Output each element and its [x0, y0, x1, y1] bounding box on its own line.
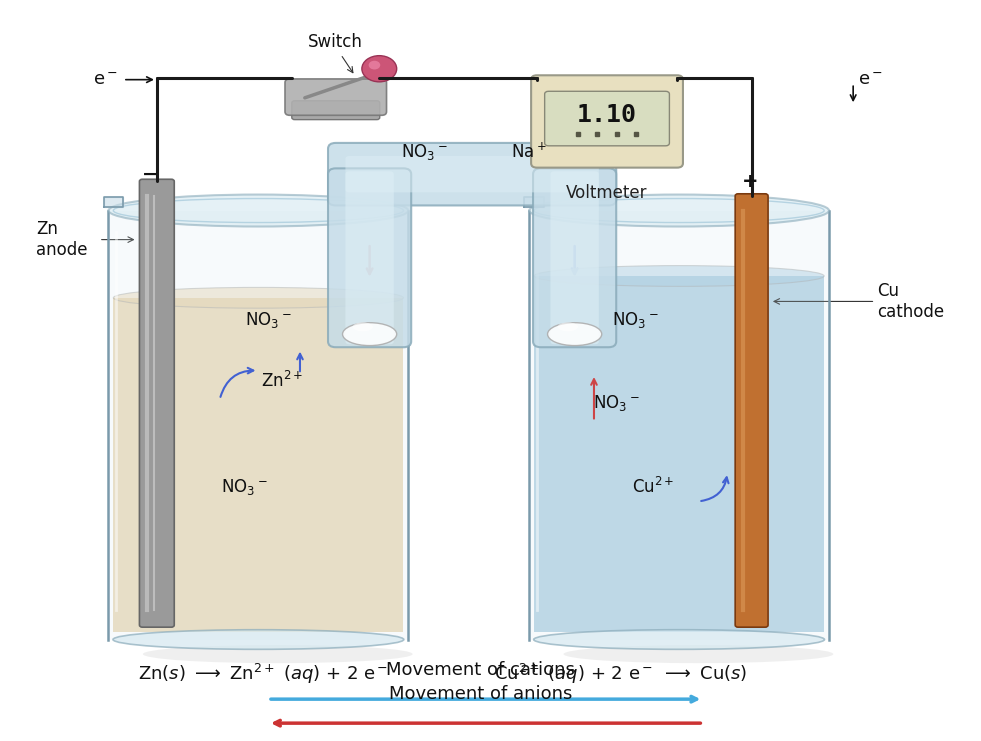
FancyBboxPatch shape: [345, 156, 598, 193]
Ellipse shape: [529, 195, 829, 227]
Ellipse shape: [547, 322, 601, 345]
FancyBboxPatch shape: [328, 143, 616, 205]
Text: NO$_3$$^-$: NO$_3$$^-$: [612, 310, 659, 330]
FancyBboxPatch shape: [291, 101, 380, 119]
FancyBboxPatch shape: [544, 91, 669, 146]
Text: +: +: [742, 172, 758, 191]
Text: Switch: Switch: [308, 33, 363, 50]
FancyBboxPatch shape: [533, 168, 616, 348]
Text: Cu$^{2+}$: Cu$^{2+}$: [632, 476, 674, 497]
Text: Na$^+$: Na$^+$: [511, 143, 547, 162]
Text: NO$_3$$^-$: NO$_3$$^-$: [221, 477, 267, 496]
Text: e$^-$: e$^-$: [858, 70, 883, 89]
Ellipse shape: [342, 322, 396, 345]
Text: Cu$^{2+}$ $(aq)$ + 2 e$^-$ $\longrightarrow$ Cu$(s)$: Cu$^{2+}$ $(aq)$ + 2 e$^-$ $\longrightar…: [494, 662, 748, 686]
FancyBboxPatch shape: [531, 76, 683, 167]
Text: NO$_3$$^-$: NO$_3$$^-$: [401, 142, 448, 162]
FancyBboxPatch shape: [550, 171, 598, 345]
FancyBboxPatch shape: [345, 171, 393, 345]
Text: Cu
cathode: Cu cathode: [877, 282, 945, 321]
Ellipse shape: [534, 630, 824, 649]
Ellipse shape: [109, 195, 408, 227]
FancyBboxPatch shape: [735, 194, 768, 627]
Polygon shape: [525, 197, 543, 207]
FancyBboxPatch shape: [529, 210, 829, 639]
Text: −: −: [142, 165, 158, 184]
Circle shape: [369, 61, 381, 70]
Polygon shape: [104, 197, 123, 207]
Ellipse shape: [114, 288, 403, 308]
Text: e$^-$: e$^-$: [93, 70, 118, 89]
Text: Zn$(s)$ $\longrightarrow$ Zn$^{2+}$ $(aq)$ + 2 e$^-$: Zn$(s)$ $\longrightarrow$ Zn$^{2+}$ $(aq…: [138, 662, 388, 686]
FancyBboxPatch shape: [114, 298, 403, 632]
FancyBboxPatch shape: [534, 276, 824, 632]
Text: 1.10: 1.10: [577, 103, 637, 127]
Text: NO$_3$$^-$: NO$_3$$^-$: [593, 393, 640, 413]
Ellipse shape: [113, 630, 404, 649]
Ellipse shape: [353, 322, 373, 331]
Text: Movement of cations: Movement of cations: [387, 661, 575, 679]
Text: Zn
anode: Zn anode: [36, 220, 87, 259]
FancyBboxPatch shape: [139, 179, 175, 627]
Ellipse shape: [563, 645, 833, 663]
FancyBboxPatch shape: [328, 168, 411, 348]
Circle shape: [362, 56, 396, 82]
Text: Zn$^{2+}$: Zn$^{2+}$: [261, 371, 304, 391]
FancyBboxPatch shape: [285, 79, 387, 116]
Ellipse shape: [534, 265, 824, 286]
Ellipse shape: [558, 322, 578, 331]
FancyBboxPatch shape: [109, 210, 408, 639]
Text: Voltmeter: Voltmeter: [566, 184, 647, 202]
Ellipse shape: [143, 645, 413, 663]
Text: NO$_3$$^-$: NO$_3$$^-$: [245, 310, 291, 330]
Text: Movement of anions: Movement of anions: [389, 685, 573, 702]
